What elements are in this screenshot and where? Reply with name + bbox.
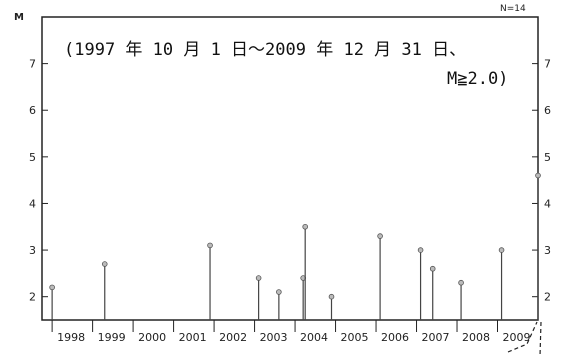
tick-layer: 2 2 3 3 4 4 5 5 6 6 7 7 1998 1999 2000 2001 2002 2003 2004…	[29, 58, 551, 344]
dashed-connector-mark	[507, 321, 538, 353]
y-tick-label-left: 4	[29, 197, 36, 210]
stem-point	[101, 261, 108, 267]
x-year-label: 2009	[503, 331, 531, 344]
period-annotation-line1: (1997 年 10 月 1 日～2009 年 12 月 31 日、	[64, 40, 466, 60]
stem-point	[429, 265, 436, 272]
y-tick-label-right: 2	[544, 291, 551, 304]
x-year-label: 2007	[422, 331, 450, 344]
y-tick-label-left: 6	[29, 104, 36, 117]
y-tick-label-left: 5	[29, 151, 36, 164]
stems-layer	[49, 172, 541, 320]
x-year-label: 2004	[300, 331, 328, 344]
x-year-label: 2005	[341, 331, 369, 344]
y-tick-label-right: 5	[544, 151, 551, 164]
period-annotation-line2: M≧2.0)	[447, 69, 508, 89]
x-year-label: 2000	[138, 331, 166, 344]
stem-point	[417, 247, 424, 253]
plot-frame	[41, 16, 539, 321]
stem-point	[49, 284, 55, 291]
x-year-label: 1998	[57, 331, 85, 344]
y-tick-label-left: 2	[29, 291, 36, 304]
stem-point	[255, 275, 262, 281]
stem-point	[276, 289, 282, 295]
x-year-label: 1999	[98, 331, 126, 344]
x-year-label: 2006	[381, 331, 409, 344]
count-label: N=14	[500, 4, 526, 14]
stem-point	[302, 223, 308, 230]
y-tick-label-right: 7	[544, 58, 551, 71]
y-tick-label-left: 7	[29, 58, 36, 71]
stem-point	[458, 279, 464, 286]
x-year-label: 2001	[179, 331, 207, 344]
y-axis-label: M	[14, 12, 24, 23]
dashed-vertical-mark	[539, 321, 542, 357]
x-year-label: 2008	[462, 331, 490, 344]
stem-point	[377, 233, 383, 239]
y-tick-label-right: 3	[544, 244, 551, 257]
y-tick-label-right: 4	[544, 197, 551, 210]
x-year-label: 2002	[219, 331, 247, 344]
y-tick-label-left: 3	[29, 244, 36, 257]
stem-point	[498, 247, 505, 253]
y-tick-label-right: 6	[544, 104, 551, 117]
stem-point	[207, 242, 213, 249]
stem-point	[328, 293, 335, 300]
stem-point	[535, 172, 541, 179]
x-year-label: 2003	[260, 331, 288, 344]
